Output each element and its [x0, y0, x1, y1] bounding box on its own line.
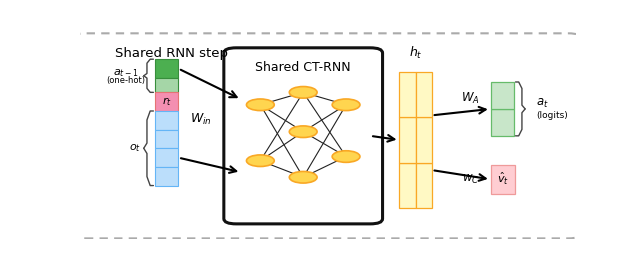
Text: $\hat{v}_t$: $\hat{v}_t$ [497, 171, 509, 187]
FancyBboxPatch shape [156, 148, 178, 167]
Text: Shared RNN step: Shared RNN step [115, 47, 228, 60]
FancyBboxPatch shape [415, 117, 431, 163]
FancyBboxPatch shape [399, 117, 415, 163]
FancyBboxPatch shape [156, 167, 178, 186]
FancyBboxPatch shape [156, 59, 178, 78]
FancyBboxPatch shape [491, 165, 515, 194]
Circle shape [289, 171, 317, 183]
Text: $o_t$: $o_t$ [129, 142, 141, 154]
Circle shape [332, 151, 360, 162]
FancyBboxPatch shape [224, 48, 383, 224]
FancyBboxPatch shape [156, 130, 178, 148]
Text: $W_{in}$: $W_{in}$ [189, 112, 211, 127]
FancyBboxPatch shape [491, 82, 513, 109]
Circle shape [289, 87, 317, 98]
Text: $h_t$: $h_t$ [409, 45, 422, 61]
Circle shape [246, 99, 274, 111]
Text: (one-hot): (one-hot) [107, 76, 146, 85]
Text: $a_{t-1}$: $a_{t-1}$ [113, 67, 139, 79]
Text: $r_t$: $r_t$ [162, 95, 172, 108]
FancyBboxPatch shape [399, 163, 415, 208]
Text: $a_t$: $a_t$ [536, 97, 549, 110]
FancyBboxPatch shape [156, 92, 178, 111]
Text: (logits): (logits) [536, 111, 568, 120]
FancyBboxPatch shape [491, 109, 513, 136]
FancyBboxPatch shape [415, 72, 431, 117]
Text: $W_A$: $W_A$ [461, 91, 480, 106]
FancyBboxPatch shape [399, 72, 415, 117]
Circle shape [332, 99, 360, 111]
FancyBboxPatch shape [156, 111, 178, 130]
Text: Shared CT-RNN: Shared CT-RNN [255, 61, 351, 74]
Text: $w_C$: $w_C$ [462, 173, 479, 186]
FancyBboxPatch shape [72, 33, 581, 238]
Circle shape [246, 155, 274, 167]
Circle shape [289, 126, 317, 137]
FancyBboxPatch shape [415, 163, 431, 208]
FancyBboxPatch shape [156, 78, 178, 92]
